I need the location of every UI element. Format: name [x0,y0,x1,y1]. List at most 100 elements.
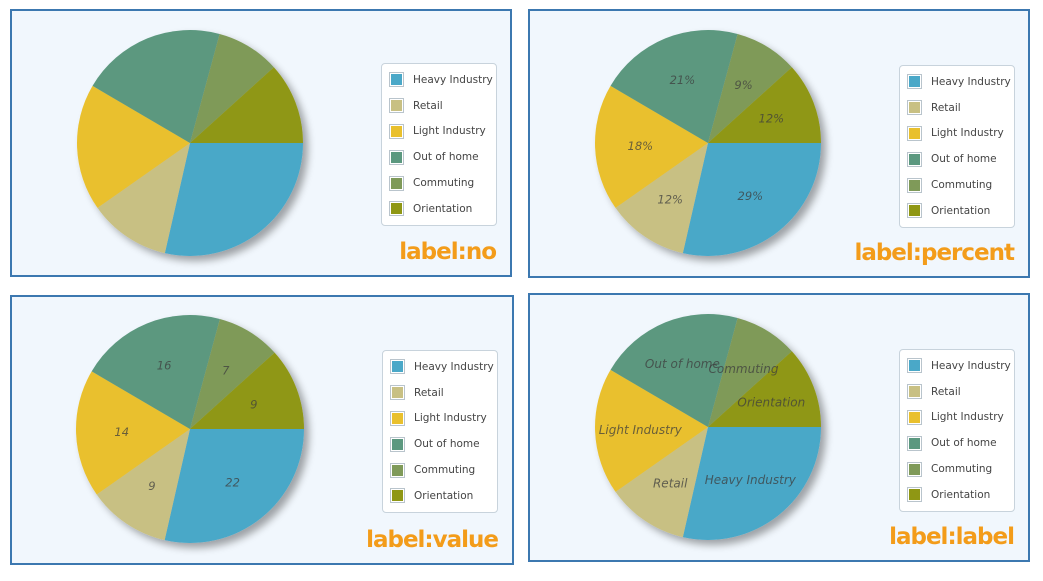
legend-swatch [907,151,922,167]
chart-panel-label-percent: 29% 12% 18% 21% 9% 12% Heavy Industry Retail Li… [528,9,1030,278]
legend-item: Out of home [389,144,496,170]
legend-swatch [390,410,405,426]
legend-swatch [390,359,405,375]
legend-item: Retail [389,93,496,119]
legend-item: Out of home [390,431,497,457]
legend-item: Orientation [390,483,497,509]
chart-title: label:percent [854,240,1015,266]
slice-label: Heavy Industry [705,473,797,487]
legend-label: Out of home [414,438,480,451]
legend-swatch [389,72,404,88]
legend-swatch [907,384,922,400]
slice-label: 12% [759,112,785,126]
legend-item: Light Industry [907,405,1014,431]
pie-slice-heavy-industry [164,143,303,257]
pie-slice-light-industry [595,369,708,492]
pie-slice-retail [97,143,190,254]
legend-item: Light Industry [390,406,497,432]
pie-slice-commuting [190,33,274,144]
legend-item: Commuting [907,172,1014,198]
legend-label: Commuting [931,179,993,192]
pie-slice-heavy-industry [164,429,304,543]
legend-item: Retail [907,95,1014,121]
legend-item: Heavy Industry [389,67,496,93]
legend-item: Light Industry [389,119,496,145]
pie-chart: Heavy Industry Retail Light Industry Out of… [595,314,821,541]
pie-chart [77,30,303,257]
legend-label: Retail [931,101,961,114]
legend-label: Retail [931,385,961,398]
pie-slice-heavy-industry [682,427,821,541]
chart-title: label:value [366,527,499,553]
slice-label: 21% [670,73,696,87]
legend-swatch [907,203,922,219]
legend-item: Orientation [389,196,496,222]
chart-panel-label-no: Heavy Industry Retail Light Industry Out of… [10,9,512,277]
legend-swatch [390,462,405,478]
pie-slice-out-of-home [610,30,738,143]
slice-label: 7 [222,364,230,378]
slice-label: Out of home [645,357,720,371]
chart-title: label:label [889,524,1015,550]
slice-label: 9 [148,479,155,493]
pie-slice-orientation [190,67,303,143]
legend-swatch [390,488,405,504]
legend-swatch [907,125,922,141]
legend-label: Heavy Industry [931,75,1011,88]
legend-swatch [389,201,404,217]
chart-panel-label-label: Heavy Industry Retail Light Industry Out of… [528,293,1030,562]
legend-swatch [389,175,404,191]
slice-label: 9% [734,78,752,92]
legend-label: Light Industry [414,412,487,425]
legend-swatch [389,149,404,165]
legend-swatch [907,74,922,90]
slice-label: Retail [653,476,688,490]
pie-slice-out-of-home [91,315,220,429]
pie-slice-commuting [708,317,792,427]
legend-swatch [907,409,922,425]
pie-chart: 29% 12% 18% 21% 9% 12% [595,30,821,257]
slice-label: Light Industry [599,423,683,437]
legend-label: Heavy Industry [931,359,1011,372]
legend-swatch [389,123,404,139]
legend-item: Heavy Industry [390,354,497,380]
legend-swatch [390,385,405,401]
legend-item: Orientation [907,198,1014,224]
legend-label: Light Industry [931,411,1004,424]
legend-item: Out of home [907,430,1014,456]
legend-label: Out of home [413,151,479,164]
legend-label: Orientation [931,488,991,501]
legend-label: Orientation [414,489,474,502]
legend-swatch [907,461,922,477]
legend-label: Out of home [931,153,997,166]
slice-label: 22 [225,476,240,490]
legend-item: Orientation [907,482,1014,508]
legend-swatch [907,100,922,116]
legend-item: Heavy Industry [907,69,1014,95]
legend-label: Orientation [413,202,473,215]
pie-slice-orientation [708,67,821,143]
pie-slice-retail [615,143,708,254]
legend-item: Heavy Industry [907,353,1014,379]
legend-item: Light Industry [907,121,1014,147]
slice-label: Commuting [709,362,779,376]
legend-item: Retail [907,379,1014,405]
slice-label: 16 [157,359,172,373]
legend-label: Light Industry [931,127,1004,140]
slice-label: 12% [657,192,683,206]
legend-swatch [907,358,922,374]
pie-chart: 22 9 14 16 7 9 [75,315,304,543]
pie-slice-retail [615,427,708,538]
slice-label: Orientation [737,396,805,410]
slice-label: 14 [114,425,129,439]
pie-slice-orientation [190,352,304,429]
legend-swatch [390,436,405,452]
legend: Heavy Industry Retail Light Industry Out of… [899,65,1015,228]
legend-item: Out of home [907,146,1014,172]
legend-label: Commuting [931,463,993,476]
pie-slice-commuting [190,318,275,429]
pie-slice-light-industry [595,85,708,208]
chart-title: label:no [399,239,497,265]
legend-item: Commuting [907,456,1014,482]
legend-label: Heavy Industry [413,73,493,86]
